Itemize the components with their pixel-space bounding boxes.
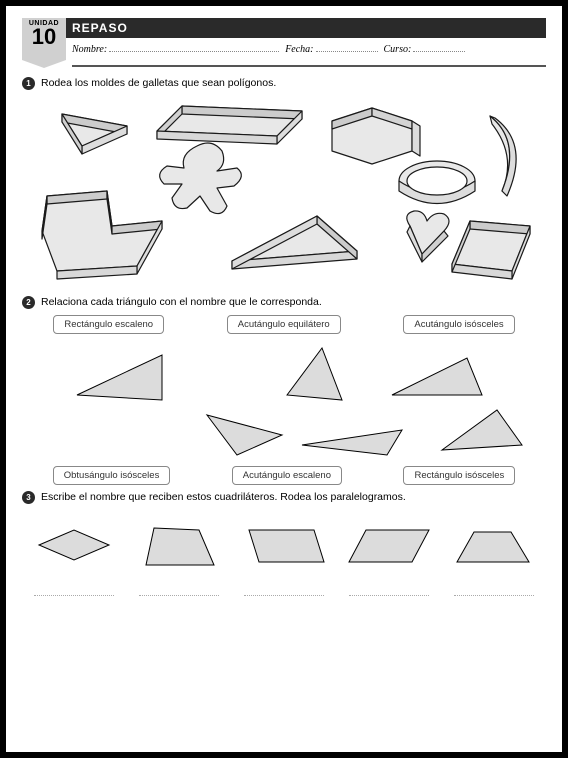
date-label: Fecha: [285,44,313,55]
triangle-4[interactable] [302,430,402,455]
quad-rectangle[interactable] [239,520,329,570]
cookie-hexagon[interactable] [332,108,420,164]
label-acut-equilatero[interactable]: Acutángulo equilátero [227,315,341,334]
cookie-gingerbread[interactable] [160,143,242,214]
answer-line-4[interactable] [349,588,429,596]
instruction-2: 2 Relaciona cada triángulo con el nombre… [22,296,546,309]
quad-parallelogram[interactable] [344,520,434,570]
triangle-6[interactable] [442,410,522,450]
header: UNIDAD 10 REPASO Nombre: Fecha: Curso: [22,18,546,67]
q1-text: Rodea los moldes de galletas que sean po… [41,77,276,89]
cookie-arrow[interactable] [42,191,162,279]
cookie-shapes [22,96,546,286]
quad-trapezoid-right[interactable] [134,520,224,570]
q2-labels-bottom: Obtusángulo isósceles Acutángulo escalen… [22,466,546,485]
name-field: Nombre: [72,42,279,55]
q1-number: 1 [22,77,35,90]
course-field: Curso: [384,42,466,55]
triangles-area [22,340,546,460]
triangle-5[interactable] [392,358,482,395]
cookie-triangle-small[interactable] [62,114,127,154]
label-rect-isosceles[interactable]: Rectángulo isósceles [403,466,515,485]
quad-rhombus[interactable] [29,520,119,570]
unit-number: 10 [22,27,66,47]
answer-line-5[interactable] [454,588,534,596]
label-acut-escaleno[interactable]: Acutángulo escaleno [232,466,342,485]
cookie-circle[interactable] [399,161,475,204]
name-input-line[interactable] [109,42,279,52]
cookie-trapezoid[interactable] [452,221,530,279]
answer-line-3[interactable] [244,588,324,596]
q2-text: Relaciona cada triángulo con el nombre q… [41,296,322,308]
label-rect-escaleno[interactable]: Rectángulo escaleno [53,315,164,334]
page-title: REPASO [72,21,128,35]
q2-labels-top: Rectángulo escaleno Acutángulo equiláter… [22,315,546,334]
cookie-heart[interactable] [407,211,449,262]
triangle-1[interactable] [77,355,162,400]
unit-badge: UNIDAD 10 [22,18,66,60]
cookie-parallelogram[interactable] [157,106,302,144]
q3-number: 3 [22,491,35,504]
triangle-3[interactable] [287,348,342,400]
label-obtus-isosceles[interactable]: Obtusángulo isósceles [53,466,171,485]
title-bar: REPASO [22,18,546,38]
quad-trapezoid-iso[interactable] [449,520,539,570]
info-line: Nombre: Fecha: Curso: [72,38,546,67]
label-acut-isosceles[interactable]: Acutángulo isósceles [403,315,514,334]
triangle-2[interactable] [207,415,282,455]
q2-number: 2 [22,296,35,309]
answer-line-1[interactable] [34,588,114,596]
q3-text: Escribe el nombre que reciben estos cuad… [41,491,406,503]
name-label: Nombre: [72,44,107,55]
cookie-crescent[interactable] [490,116,516,196]
worksheet-page: UNIDAD 10 REPASO Nombre: Fecha: Curso: 1… [0,0,568,758]
course-label: Curso: [384,44,412,55]
instruction-3: 3 Escribe el nombre que reciben estos cu… [22,491,546,504]
q3-answer-lines [22,588,546,596]
answer-line-2[interactable] [139,588,219,596]
instruction-1: 1 Rodea los moldes de galletas que sean … [22,77,546,90]
date-field: Fecha: [285,42,377,55]
cookie-shapes-svg [22,96,532,286]
date-input-line[interactable] [316,42,378,52]
course-input-line[interactable] [413,42,465,52]
quads-row [22,510,546,580]
triangles-svg [22,340,532,460]
cookie-triangle-large[interactable] [232,216,357,269]
